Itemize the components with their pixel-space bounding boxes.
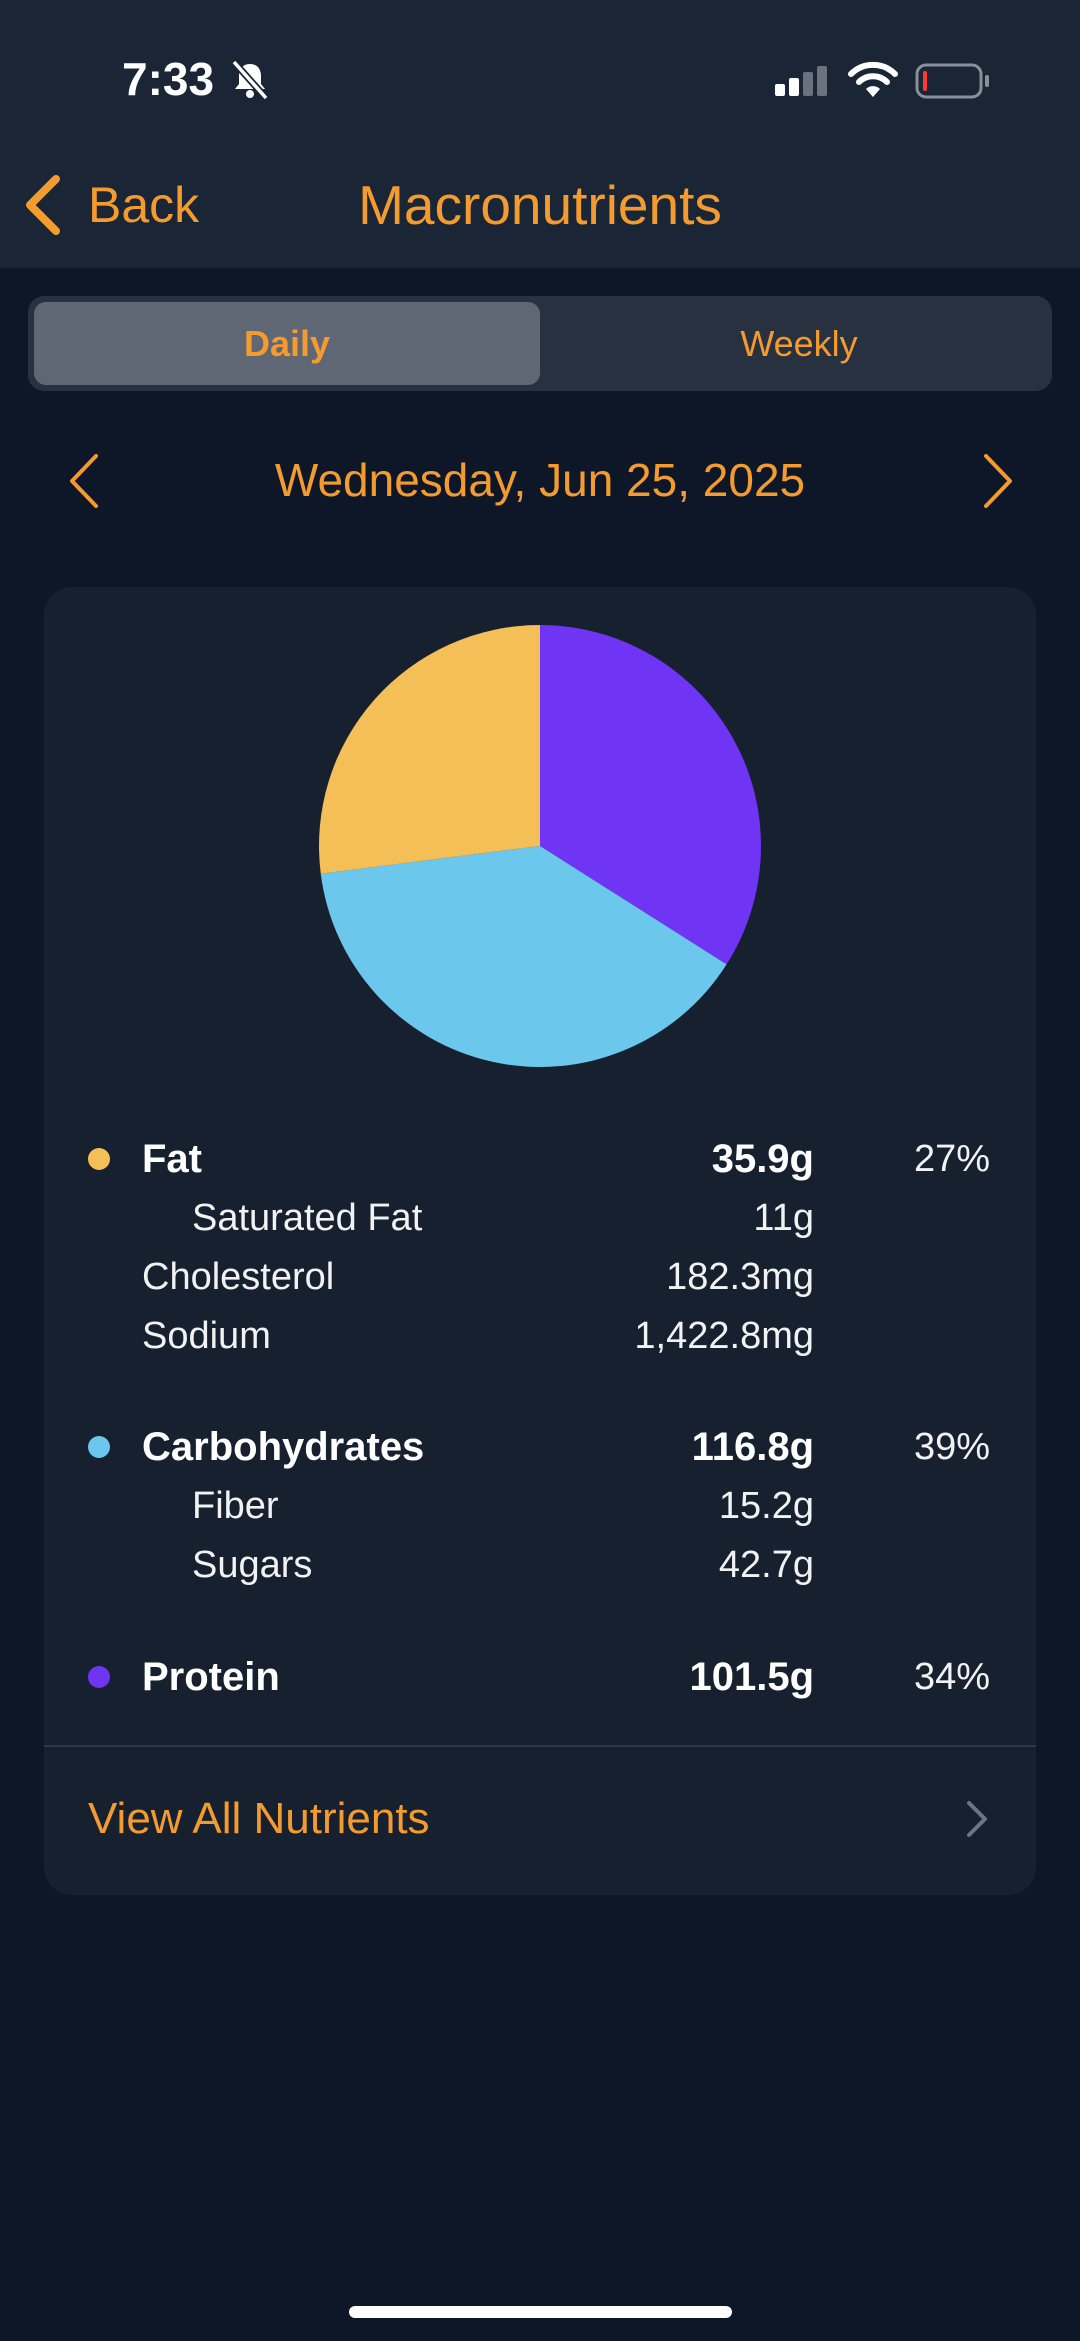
nutrient-percent: 27%	[913, 1138, 990, 1180]
period-segmented-control: Daily Weekly	[28, 296, 1052, 391]
nutrient-percent: 39%	[913, 1426, 990, 1468]
next-day-icon[interactable]	[972, 452, 1022, 510]
nutrient-row-sugars: Sugars 42.7g	[44, 1537, 1036, 1593]
nutrient-name: Sodium	[142, 1315, 271, 1357]
tab-weekly[interactable]: Weekly	[740, 322, 858, 364]
tab-daily[interactable]: Daily	[34, 302, 540, 385]
nutrient-name: Sugars	[192, 1544, 313, 1586]
nutrient-row-fiber: Fiber 15.2g	[44, 1478, 1036, 1534]
fat-legend-dot	[88, 1148, 110, 1170]
nutrient-amount: 35.9g	[711, 1137, 814, 1181]
pie-slice-carbohydrates	[320, 846, 727, 1067]
carbohydrates-legend-dot	[88, 1436, 110, 1458]
wifi-icon	[848, 61, 898, 97]
nutrient-amount: 101.5g	[689, 1655, 814, 1699]
nutrient-row-cholesterol: Cholesterol 182.3mg	[44, 1249, 1036, 1305]
nutrient-row-protein: Protein 101.5g 34%	[44, 1649, 1036, 1705]
view-all-nutrients-label: View All Nutrients	[88, 1794, 430, 1843]
pie-slice-fat	[319, 625, 540, 874]
date-label: Wednesday, Jun 25, 2025	[274, 454, 806, 506]
chevron-left-icon	[26, 175, 60, 235]
macronutrient-card: Fat 35.9g 27% Saturated Fat 11g Choleste…	[44, 587, 1036, 1895]
home-indicator	[349, 2306, 732, 2318]
protein-legend-dot	[88, 1666, 110, 1688]
bell-slash-icon	[231, 59, 269, 101]
divider	[44, 1745, 1036, 1747]
status-time: 7:33	[122, 53, 215, 105]
nutrient-amount: 42.7g	[718, 1544, 814, 1586]
nutrient-row-fat: Fat 35.9g 27%	[44, 1131, 1036, 1187]
nutrient-name: Saturated Fat	[192, 1197, 423, 1239]
nutrient-row-sodium: Sodium 1,422.8mg	[44, 1308, 1036, 1364]
view-all-nutrients-button[interactable]: View All Nutrients	[44, 1749, 1036, 1889]
back-button[interactable]: Back	[20, 170, 199, 240]
nutrient-amount: 15.2g	[718, 1485, 814, 1527]
nutrient-amount: 116.8g	[691, 1425, 814, 1469]
cellular-signal-icon	[775, 66, 827, 96]
nutrient-name: Protein	[142, 1655, 280, 1699]
nutrient-percent: 34%	[913, 1656, 990, 1698]
previous-day-icon[interactable]	[60, 452, 110, 510]
nutrient-row-saturated-fat: Saturated Fat 11g	[44, 1190, 1036, 1246]
macronutrient-pie-chart	[319, 625, 761, 1067]
battery-icon	[915, 63, 989, 99]
nutrient-name: Carbohydrates	[142, 1425, 425, 1469]
nutrient-amount: 1,422.8mg	[634, 1315, 814, 1357]
nutrient-name: Fiber	[192, 1485, 279, 1527]
nutrient-name: Cholesterol	[142, 1256, 335, 1298]
nutrient-amount: 11g	[753, 1197, 814, 1239]
nutrient-row-carbohydrates: Carbohydrates 116.8g 39%	[44, 1419, 1036, 1475]
navigation-header: 7:33 Back Macronutrients	[0, 0, 1080, 268]
nutrient-name: Fat	[142, 1137, 202, 1181]
date-navigator: Wednesday, Jun 25, 2025	[0, 440, 1080, 520]
back-button-label: Back	[88, 177, 200, 233]
nutrient-amount: 182.3mg	[666, 1256, 814, 1298]
chevron-right-icon	[967, 1801, 987, 1837]
pie-slice-protein	[540, 625, 761, 965]
